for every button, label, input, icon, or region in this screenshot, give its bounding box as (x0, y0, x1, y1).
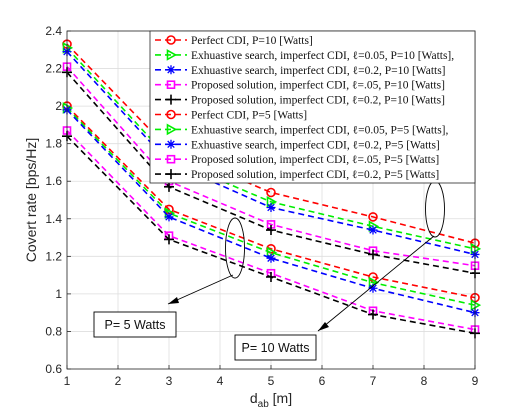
annotation-arrow-p5 (167, 274, 234, 305)
annotation-ellipse-p5 (225, 217, 245, 279)
annotation-p5: P= 5 Watts (93, 217, 245, 338)
data-point-triangle-right (166, 123, 178, 136)
legend-label: Proposed solution, imperfect CDI, ℓ=.05,… (191, 154, 439, 166)
data-point-plus (166, 169, 176, 180)
data-point-plus (166, 94, 176, 105)
series-line (66, 47, 476, 250)
legend-item: Perfect CDI, P=10 [Watts] (155, 35, 313, 47)
x-tick-label: 7 (370, 374, 377, 388)
y-tick-label: 1.8 (45, 137, 62, 151)
data-point-star (266, 203, 276, 213)
y-tick-label: 0.6 (45, 362, 62, 376)
data-point-square (166, 80, 176, 89)
data-point-plus (368, 249, 378, 260)
data-point-star (368, 283, 378, 293)
series-line (66, 105, 476, 299)
legend-label: Perfect CDI, P=5 [Watts] (191, 110, 307, 122)
data-point-star (166, 65, 176, 75)
data-point-circle (166, 109, 176, 120)
y-tick-label: 2 (55, 99, 62, 113)
x-tick-label: 4 (217, 374, 224, 388)
annotation-arrowhead-p10 (318, 322, 329, 331)
legend-label: Proposed solution, imperfect CDI, ℓ=.05,… (191, 80, 445, 92)
data-point-plus (266, 271, 276, 282)
x-axis-label-subscript: ab (258, 399, 270, 410)
annotation-arrowhead-p5 (168, 297, 179, 304)
legend-label: Perfect CDI, P=10 [Watts] (191, 35, 313, 47)
annotation-p10: P= 10 Watts (234, 180, 445, 361)
data-point-star (166, 139, 176, 149)
legend-label: Proposed solution, imperfect CDI, ℓ=0.2,… (191, 95, 445, 107)
x-tick-label: 3 (166, 374, 173, 388)
y-tick-label: 2.2 (45, 62, 62, 76)
legend-label: Exhuastive search, imperfect CDI, ℓ=0.05… (191, 124, 449, 136)
x-tick-label: 9 (472, 374, 479, 388)
legend-box (149, 30, 476, 184)
data-point-circle (166, 35, 176, 45)
y-tick-label: 0.8 (45, 324, 62, 338)
y-tick-label: 2.4 (45, 24, 62, 38)
legend-item: Proposed solution, imperfect CDI, ℓ=.05,… (155, 154, 439, 166)
legend-label: Exhuastive search, imperfect CDI, ℓ=0.2,… (191, 139, 440, 151)
y-tick-label: 1 (55, 287, 62, 301)
annotation-arrow-p10 (317, 235, 435, 332)
data-point-triangle-right (166, 49, 178, 61)
data-point-square (166, 154, 176, 164)
data-point-plus (164, 234, 174, 245)
y-tick-label: 1.4 (45, 212, 62, 226)
legend-label: Exhuastive search, imperfect CDI, ℓ=0.2,… (191, 65, 446, 77)
data-point-plus (368, 309, 378, 320)
x-axis-label-unit: [m] (269, 390, 292, 406)
x-tick-label: 2 (115, 374, 122, 388)
data-point-circle (368, 212, 378, 222)
legend-item: Proposed solution, imperfect CDI, ℓ=0.2,… (155, 95, 445, 107)
y-tick-label: 1.6 (45, 174, 62, 188)
legend-item: Exhuastive search, imperfect CDI, ℓ=0.2,… (155, 65, 446, 77)
annotation-label-p5: P= 5 Watts (104, 318, 165, 332)
data-point-star (368, 225, 378, 235)
data-point-plus (266, 225, 276, 236)
annotation-box-p10 (234, 334, 317, 361)
y-axis-label: Covert rate [bps/Hz] (23, 138, 39, 263)
legend-label: Exhuastive search, imperfect CDI, ℓ=0.05… (191, 50, 454, 62)
data-point-plus (164, 181, 174, 192)
annotation-box-p5 (93, 311, 177, 338)
x-axis-label-main: d (250, 390, 258, 406)
annotation-label-p10: P= 10 Watts (242, 341, 310, 355)
legend-item: Proposed solution, imperfect CDI, ℓ=0.2,… (155, 169, 439, 181)
data-point-triangle-right (470, 299, 482, 312)
legend: Perfect CDI, P=10 [Watts] Exhuastive sear… (149, 30, 476, 184)
legend-item: Proposed solution, imperfect CDI, ℓ=.05,… (155, 80, 445, 92)
x-axis-label: dab [m] (250, 390, 292, 410)
y-tick-label: 1.2 (45, 249, 62, 263)
data-point-circle (266, 187, 276, 198)
x-tick-label: 6 (319, 374, 326, 388)
x-tick-label: 1 (64, 374, 71, 388)
data-point-star (164, 212, 174, 222)
legend-item: Exhuastive search, imperfect CDI, ℓ=0.05… (155, 123, 449, 136)
series-line (66, 66, 476, 267)
series-line (66, 107, 476, 306)
x-tick-label: 8 (421, 374, 428, 388)
legend-item: Exhuastive search, imperfect CDI, ℓ=0.05… (155, 49, 454, 62)
legend-item: Exhuastive search, imperfect CDI, ℓ=0.2,… (155, 139, 440, 151)
legend-label: Proposed solution, imperfect CDI, ℓ=0.2,… (191, 169, 439, 181)
legend-item: Perfect CDI, P=5 [Watts] (155, 110, 307, 122)
data-point-star (266, 253, 276, 263)
x-tick-label: 5 (268, 374, 275, 388)
